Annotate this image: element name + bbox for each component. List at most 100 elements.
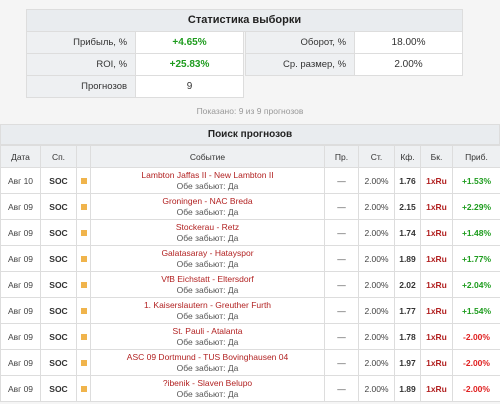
stats-value: 18.00%: [354, 32, 462, 53]
row-sport: SOC: [40, 193, 77, 220]
stats-label: Прогнозов: [27, 76, 136, 97]
row-profit: +1.54%: [452, 297, 500, 324]
event-link[interactable]: Stockerau - Retz: [175, 221, 240, 232]
stats-label: Оборот, %: [246, 32, 355, 53]
status-square-icon: [80, 334, 87, 341]
row-profit: +1.77%: [452, 245, 500, 272]
row-marker: [76, 271, 91, 298]
row-bookmaker[interactable]: 1xRu: [420, 323, 453, 350]
row-marker: [76, 297, 91, 324]
event-pick: Обе забьют: Да: [176, 284, 239, 295]
column-header-pr[interactable]: Пр.: [324, 145, 359, 168]
column-header-event[interactable]: Событие: [90, 145, 325, 168]
status-square-icon: [80, 386, 87, 393]
column-header-odds[interactable]: Кф.: [394, 145, 421, 168]
column-header-sport[interactable]: Сп.: [40, 145, 77, 168]
row-stake: 2.00%: [358, 167, 395, 194]
row-bookmaker[interactable]: 1xRu: [420, 375, 453, 402]
row-bookmaker[interactable]: 1xRu: [420, 297, 453, 324]
stats-value: +4.65%: [135, 32, 243, 53]
row-event: ASC 09 Dortmund - TUS Bovinghausen 04 Обе…: [90, 349, 325, 376]
row-date: Авг 09: [0, 245, 41, 272]
status-square-icon: [80, 282, 87, 289]
row-bookmaker[interactable]: 1xRu: [420, 271, 453, 298]
row-pr: —: [324, 323, 359, 350]
status-square-icon: [80, 230, 87, 237]
row-date: Авг 09: [0, 323, 41, 350]
event-link[interactable]: 1. Kaiserslautern - Greuther Furth: [143, 299, 272, 310]
stats-value: +25.83%: [135, 54, 243, 75]
row-odds: 2.02: [394, 271, 421, 298]
row-bookmaker[interactable]: 1xRu: [420, 245, 453, 272]
status-square-icon: [80, 360, 87, 367]
stats-panel: Статистика выборки Прибыль, % +4.65% ROI…: [26, 9, 463, 98]
row-bookmaker[interactable]: 1xRu: [420, 349, 453, 376]
row-bookmaker[interactable]: 1xRu: [420, 193, 453, 220]
row-odds: 1.78: [394, 323, 421, 350]
row-bookmaker[interactable]: 1xRu: [420, 167, 453, 194]
row-profit: +2.04%: [452, 271, 500, 298]
row-marker: [76, 349, 91, 376]
stats-row-turnover: Оборот, % 18.00%: [245, 32, 463, 54]
table-row: Авг 09 SOC 1. Kaiserslautern - Greuther Fu…: [0, 297, 500, 324]
event-link[interactable]: ASC 09 Dortmund - TUS Bovinghausen 04: [126, 351, 289, 362]
row-date: Авг 10: [0, 167, 41, 194]
row-odds: 1.77: [394, 297, 421, 324]
row-pr: —: [324, 375, 359, 402]
row-pr: —: [324, 193, 359, 220]
event-pick: Обе забьют: Да: [176, 258, 239, 269]
stats-row-profit: Прибыль, % +4.65%: [26, 32, 244, 54]
row-sport: SOC: [40, 245, 77, 272]
row-stake: 2.00%: [358, 375, 395, 402]
status-square-icon: [80, 204, 87, 211]
row-stake: 2.00%: [358, 219, 395, 246]
forecasts-title: Поиск прогнозов: [0, 124, 500, 145]
column-header-profit[interactable]: Приб.: [452, 145, 500, 168]
row-odds: 1.97: [394, 349, 421, 376]
table-row: Авг 09 SOC ASC 09 Dortmund - TUS Bovinghau…: [0, 349, 500, 376]
row-bookmaker[interactable]: 1xRu: [420, 219, 453, 246]
stats-row-roi: ROI, % +25.83%: [26, 54, 244, 76]
column-header-date[interactable]: Дата: [0, 145, 41, 168]
event-link[interactable]: St. Pauli - Atalanta: [172, 325, 243, 336]
event-link[interactable]: Galatasaray - Hatayspor: [161, 247, 254, 258]
stats-label: Прибыль, %: [27, 32, 136, 53]
row-event: St. Pauli - Atalanta Обе забьют: Да: [90, 323, 325, 350]
stats-right-column: Оборот, % 18.00% Ср. размер, % 2.00%: [245, 32, 463, 98]
status-square-icon: [80, 178, 87, 185]
row-profit: -2.00%: [452, 349, 500, 376]
row-marker: [76, 375, 91, 402]
row-date: Авг 09: [0, 271, 41, 298]
event-link[interactable]: VfB Eichstatt - Eltersdorf: [161, 273, 254, 284]
status-square-icon: [80, 308, 87, 315]
row-date: Авг 09: [0, 375, 41, 402]
event-pick: Обе забьют: Да: [176, 336, 239, 347]
row-marker: [76, 167, 91, 194]
row-sport: SOC: [40, 167, 77, 194]
stats-left-column: Прибыль, % +4.65% ROI, % +25.83% Прогноз…: [26, 32, 244, 98]
table-row: Авг 09 SOC Groningen - NAC Breda Обе забьют…: [0, 193, 500, 220]
stats-title: Статистика выборки: [26, 9, 463, 32]
row-sport: SOC: [40, 297, 77, 324]
row-profit: +1.48%: [452, 219, 500, 246]
stats-row-count: Прогнозов 9: [26, 76, 244, 98]
row-marker: [76, 245, 91, 272]
row-event: Galatasaray - Hatayspor Обе забьют: Да: [90, 245, 325, 272]
row-profit: -2.00%: [452, 375, 500, 402]
column-header-marker: [76, 145, 91, 168]
row-marker: [76, 219, 91, 246]
row-stake: 2.00%: [358, 271, 395, 298]
row-marker: [76, 193, 91, 220]
row-profit: +2.29%: [452, 193, 500, 220]
event-link[interactable]: Lambton Jaffas II - New Lambton II: [141, 169, 274, 180]
row-sport: SOC: [40, 349, 77, 376]
event-link[interactable]: Groningen - NAC Breda: [162, 195, 253, 206]
event-pick: Обе забьют: Да: [176, 310, 239, 321]
event-link[interactable]: ?ibenik - Slaven Belupo: [162, 377, 253, 388]
forecasts-table: Дата Сп. Событие Пр. Ст. Кф. Бк. Приб. А…: [0, 145, 500, 402]
column-header-bookmaker[interactable]: Бк.: [420, 145, 453, 168]
table-row: Авг 09 SOC VfB Eichstatt - Eltersdorf Обе з…: [0, 271, 500, 298]
row-pr: —: [324, 297, 359, 324]
table-header-row: Дата Сп. Событие Пр. Ст. Кф. Бк. Приб.: [0, 145, 500, 168]
column-header-stake[interactable]: Ст.: [358, 145, 395, 168]
